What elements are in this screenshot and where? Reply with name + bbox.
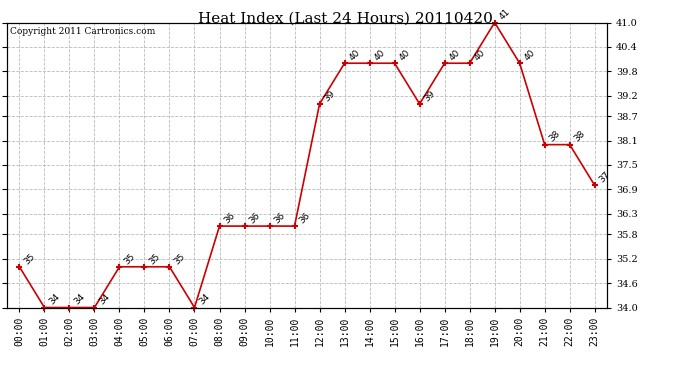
Text: 36: 36 [247,211,262,225]
Text: 40: 40 [397,48,412,62]
Text: 36: 36 [297,211,312,225]
Text: 35: 35 [147,252,161,266]
Text: 35: 35 [22,252,37,266]
Text: 34: 34 [197,292,212,307]
Text: 36: 36 [273,211,287,225]
Text: 38: 38 [573,129,587,144]
Text: 40: 40 [373,48,387,62]
Text: 40: 40 [447,48,462,62]
Text: 40: 40 [347,48,362,62]
Text: 36: 36 [222,211,237,225]
Text: Copyright 2011 Cartronics.com: Copyright 2011 Cartronics.com [10,27,155,36]
Text: Heat Index (Last 24 Hours) 20110420: Heat Index (Last 24 Hours) 20110420 [197,11,493,25]
Text: 38: 38 [547,129,562,144]
Text: 41: 41 [497,8,512,22]
Text: 37: 37 [598,170,612,184]
Text: 34: 34 [97,292,112,307]
Text: 39: 39 [422,88,437,103]
Text: 34: 34 [47,292,61,307]
Text: 39: 39 [322,88,337,103]
Text: 40: 40 [522,48,537,62]
Text: 34: 34 [72,292,87,307]
Text: 40: 40 [473,48,487,62]
Text: 35: 35 [122,252,137,266]
Text: 35: 35 [172,252,187,266]
